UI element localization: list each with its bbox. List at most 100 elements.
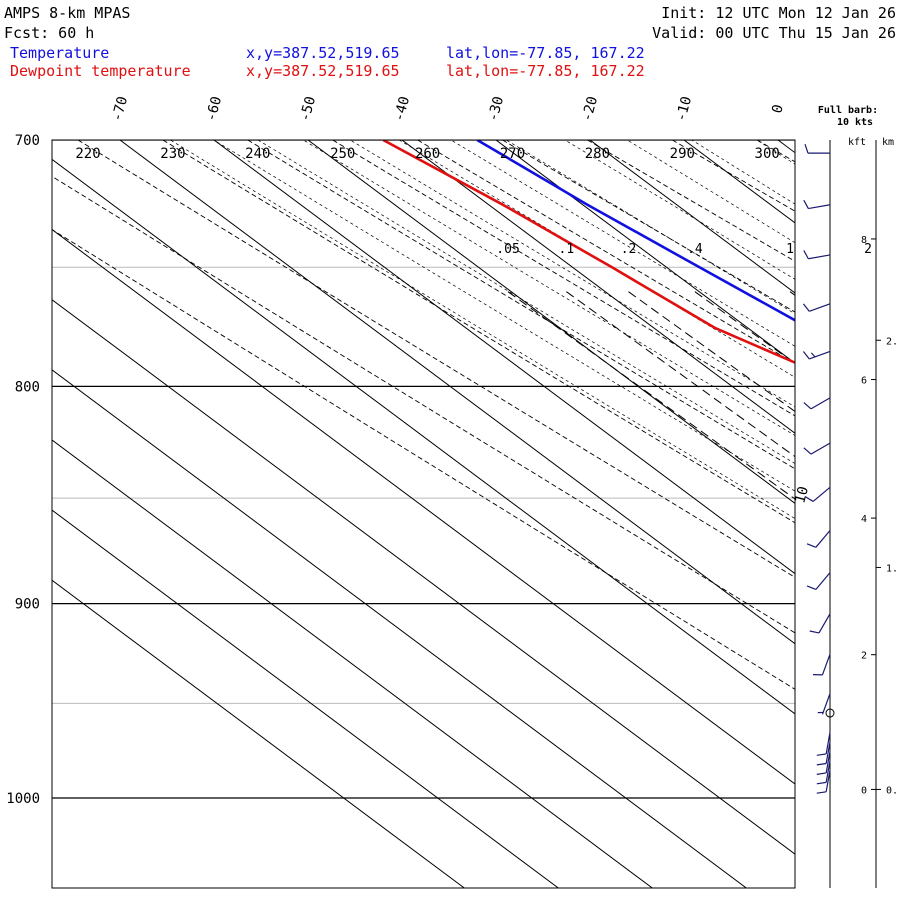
wind-barb-flag	[816, 781, 827, 785]
wind-barb	[804, 486, 831, 502]
isotherm	[52, 158, 795, 715]
temperature-profile	[476, 140, 795, 322]
moist-adiabat	[564, 140, 795, 280]
km-label: 2.	[886, 336, 898, 347]
isotherm	[52, 439, 653, 888]
wind-barb	[803, 250, 831, 260]
wind-barb-flag	[806, 585, 817, 591]
wind-barb-staff	[812, 486, 831, 502]
sounding-profiles	[382, 140, 795, 365]
wind-barb-staff	[818, 613, 831, 634]
plot-frame	[51, 139, 796, 889]
mixing-ratio-label: .2	[621, 242, 637, 257]
wind-barb	[816, 741, 831, 766]
init-time: Init: 12 UTC Mon 12 Jan 26	[661, 4, 896, 22]
wind-barb	[816, 751, 831, 775]
theta-label: 270	[500, 146, 525, 162]
wind-barb	[817, 693, 831, 715]
dewpoint-profile	[382, 140, 795, 365]
isotherm	[119, 140, 795, 645]
plot-area	[52, 127, 900, 888]
wind-barb	[803, 199, 831, 210]
wind-barb-flag	[816, 753, 827, 756]
isotherms	[52, 140, 795, 888]
isobars	[52, 140, 795, 799]
wind-barb-flag	[802, 303, 810, 312]
km-unit-label: km	[882, 137, 894, 148]
dry-adiabats	[52, 140, 795, 690]
isotherm	[777, 140, 795, 154]
wind-barb-flag	[802, 351, 810, 360]
pressure-label: 900	[15, 597, 40, 613]
theta-label: 300	[755, 146, 780, 162]
mixing-ratio-line	[868, 292, 900, 888]
km-label: 0.	[886, 785, 898, 796]
isotherm-label: -60	[203, 95, 225, 124]
wind-barb-flag	[809, 630, 820, 634]
wind-barb	[816, 732, 831, 756]
wind-barb-staff	[809, 303, 831, 312]
wind-key-unit: 10 kts	[837, 117, 873, 128]
mixing-ratio-line	[789, 291, 795, 296]
pressure-label: 1000	[6, 791, 40, 807]
pressure-label: 700	[15, 133, 40, 149]
wind-barb	[816, 760, 831, 785]
height-ticks: 8 6 4 2 0 2. 1. 0.	[861, 235, 898, 796]
dewpoint-latlon: lat,lon=-77.85, 167.22	[446, 62, 645, 80]
dry-adiabat	[52, 229, 795, 690]
isotherm	[52, 299, 795, 855]
moist-adiabat	[800, 127, 900, 871]
kft-label: 2	[861, 651, 867, 662]
wind-barb-panel: Full barb: 10 kts	[802, 105, 878, 888]
wind-barb-staff	[810, 442, 831, 455]
wind-barb-flag	[803, 199, 809, 209]
isotherm	[495, 140, 795, 364]
mixing-ratio-label: .4	[687, 242, 703, 257]
wind-barb	[812, 653, 831, 676]
wind-barb-staff	[815, 530, 831, 548]
wind-barb-staff	[825, 741, 831, 764]
mixing-ratio-label: 1	[786, 242, 794, 257]
wind-barb-flag	[803, 402, 812, 410]
isotherm	[213, 140, 795, 575]
isotherm-label: -50	[297, 95, 319, 124]
isotherm	[589, 140, 795, 294]
wind-barb	[802, 303, 831, 312]
wind-barb	[803, 397, 831, 410]
isotherm-label: -20	[579, 95, 601, 124]
mixing-ratio-label: .05	[496, 242, 519, 257]
wind-barb	[816, 770, 831, 794]
wind-barb	[802, 350, 831, 360]
wind-barbs	[802, 143, 835, 794]
isotherm	[52, 369, 747, 888]
wind-barb	[803, 442, 831, 455]
kft-label: 6	[861, 376, 867, 387]
wind-barb-staff	[810, 397, 831, 410]
mixing-ratio-label: .1	[559, 242, 575, 257]
wind-barb-flag	[804, 143, 809, 154]
temperature-location: x,y=387.52,519.65	[246, 44, 400, 62]
isotherm-label: -70	[109, 95, 131, 124]
theta-label: 280	[585, 146, 610, 162]
moist-adiabat	[213, 140, 795, 492]
wind-barb-staff	[808, 254, 831, 260]
km-label: 1.	[886, 563, 898, 574]
theta-label: 290	[670, 146, 695, 162]
kft-label: 8	[861, 235, 867, 246]
dry-adiabat	[502, 140, 795, 313]
wind-barb-staff	[808, 204, 831, 210]
dry-adiabat	[52, 175, 795, 634]
wind-barb-flag	[816, 791, 827, 794]
wind-barb-flag	[816, 772, 827, 775]
theta-label: 240	[245, 146, 270, 162]
mixing-ratio-label: 2	[864, 242, 872, 257]
theta-label: 220	[75, 146, 100, 162]
theta-label: 250	[330, 146, 355, 162]
theta-label: 260	[415, 146, 440, 162]
kft-label: 4	[861, 514, 867, 525]
kft-label: 0	[861, 785, 867, 796]
pressure-label: 800	[15, 379, 40, 395]
temperature-latlon: lat,lon=-77.85, 167.22	[446, 44, 645, 62]
kft-unit-label: kft	[848, 137, 866, 148]
